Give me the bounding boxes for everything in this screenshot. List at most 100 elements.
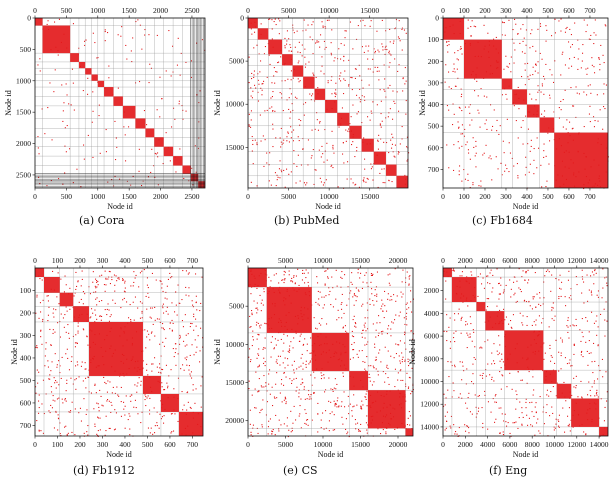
edge-point [404, 174, 406, 176]
edge-point [510, 71, 512, 73]
edge-point [581, 276, 583, 278]
edge-point [300, 357, 302, 359]
edge-point [60, 435, 62, 437]
edge-point [263, 288, 265, 290]
edge-point [471, 274, 473, 276]
edge-point [395, 343, 397, 345]
edge-point [411, 311, 413, 313]
edge-point [588, 113, 590, 115]
edge-point [294, 46, 296, 48]
edge-point [49, 374, 51, 376]
x-tick-label-top: 0 [33, 256, 37, 265]
edge-point [370, 110, 372, 112]
edge-point [521, 276, 523, 278]
edge-point [317, 290, 319, 292]
edge-point [362, 303, 364, 305]
edge-point [493, 109, 495, 111]
edge-point [91, 121, 93, 123]
edge-point [146, 363, 148, 365]
y-tick-label: 1000 [16, 76, 31, 85]
edge-point [137, 413, 139, 415]
edge-point [469, 124, 471, 126]
edge-point [535, 402, 537, 404]
edge-point [130, 394, 132, 396]
edge-point [252, 90, 254, 92]
edge-point [520, 291, 522, 293]
edge-point [175, 364, 177, 366]
y-tick-label: 200 [428, 57, 440, 66]
edge-point [319, 177, 321, 179]
edge-point [124, 287, 126, 289]
edge-point [580, 340, 582, 342]
edge-point [543, 75, 545, 77]
edge-point [591, 271, 593, 273]
edge-point [566, 119, 568, 121]
edge-point [265, 323, 267, 325]
edge-point [568, 425, 570, 427]
edge-point [575, 325, 577, 327]
edge-point [350, 290, 352, 292]
edge-point [558, 117, 560, 119]
edge-point [258, 378, 260, 380]
edge-point [391, 133, 393, 135]
community-block-2 [268, 39, 283, 55]
edge-point [359, 88, 361, 90]
edge-point [581, 60, 583, 62]
edge-point [104, 29, 106, 31]
edge-point [114, 120, 116, 122]
edge-point [553, 111, 555, 113]
edge-point [147, 395, 149, 397]
edge-point [603, 62, 605, 64]
edge-point [254, 139, 256, 141]
edge-point [593, 342, 595, 344]
edge-point [274, 338, 276, 340]
edge-point [484, 341, 486, 343]
edge-point [515, 390, 517, 392]
edge-point [130, 320, 132, 322]
edge-point [171, 276, 173, 278]
edge-point [251, 97, 253, 99]
x-tick-label-bottom: 700 [584, 192, 596, 201]
edge-point [448, 40, 450, 42]
edge-point [249, 361, 251, 363]
edge-point [323, 40, 325, 42]
edge-point [57, 272, 59, 274]
edge-point [444, 429, 446, 431]
edge-point [602, 54, 604, 56]
edge-point [340, 303, 342, 305]
edge-point [486, 275, 488, 277]
edge-point [365, 393, 367, 395]
edge-point [256, 144, 258, 146]
edge-point [401, 352, 403, 354]
edge-point [305, 102, 307, 104]
edge-point [533, 296, 535, 298]
edge-point [285, 376, 287, 378]
edge-point [388, 180, 390, 182]
x-tick-label-top: 12000 [567, 256, 586, 265]
edge-point [504, 319, 506, 321]
edge-point [351, 410, 353, 412]
edge-point [290, 79, 292, 81]
edge-point [256, 357, 258, 359]
edge-point [332, 148, 334, 150]
edge-point [171, 330, 173, 332]
edge-point [298, 340, 300, 342]
edge-point [335, 89, 337, 91]
edge-point [169, 328, 171, 330]
edge-point [324, 284, 326, 286]
edge-point [364, 337, 366, 339]
edge-point [554, 427, 556, 429]
panel-fb1912: 0010010020020030030040040050050060060070… [10, 256, 204, 459]
edge-point [194, 402, 196, 404]
edge-point [279, 160, 281, 162]
edge-point [266, 401, 268, 403]
edge-point [139, 301, 141, 303]
edge-point [502, 375, 504, 377]
edge-point [118, 277, 120, 279]
edge-point [304, 409, 306, 411]
edge-point [288, 50, 290, 52]
edge-point [42, 299, 44, 301]
edge-point [528, 417, 530, 419]
edge-point [383, 64, 385, 66]
edge-point [257, 79, 259, 81]
